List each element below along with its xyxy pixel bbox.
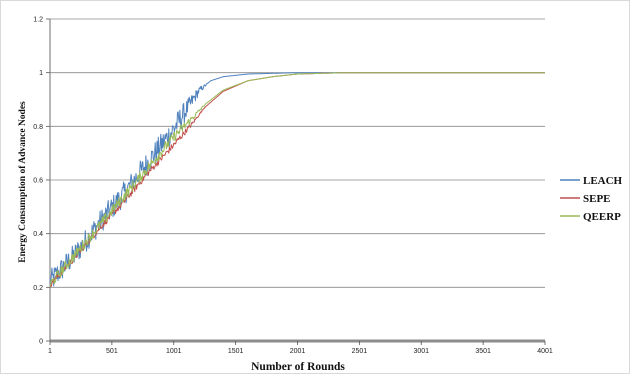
x-tick-label: 1 [48, 348, 52, 355]
x-tick-label: 3001 [413, 348, 429, 355]
y-tick-label: 0.6 [33, 178, 43, 185]
legend-label-qeerp: QEERP [583, 211, 621, 223]
legend: LEACH SEPE QEERP [560, 175, 623, 223]
x-tick-label: 2001 [290, 348, 306, 355]
y-tick-label: 0.4 [33, 231, 43, 238]
y-tick-label: 1.2 [33, 17, 43, 24]
y-tick-label: 0.8 [33, 124, 43, 131]
x-axis: 1 501 1001 1501 2001 2501 3001 3501 4001 [48, 339, 553, 355]
series-line-qeerp [49, 72, 545, 287]
y-tick-label: 0 [39, 339, 43, 346]
legend-label-sepe: SEPE [583, 193, 611, 205]
series-lines [49, 72, 545, 288]
legend-label-leach: LEACH [583, 175, 623, 187]
gridlines [50, 18, 545, 288]
x-tick-label: 1501 [228, 348, 244, 355]
series-line-leach [49, 72, 545, 287]
x-axis-title: Number of Rounds [251, 361, 345, 373]
x-tick-label: 1001 [166, 348, 182, 355]
x-tick-label: 501 [106, 348, 118, 355]
y-tick-label: 1 [39, 70, 43, 77]
x-tick-label: 3501 [475, 348, 491, 355]
y-axis: 0 0.2 0.4 0.6 0.8 1 1.2 [33, 17, 51, 346]
y-tick-label: 0.2 [33, 285, 43, 292]
y-axis-title: Energy Consumption of Advance Nodes [18, 101, 28, 263]
x-tick-label: 4001 [537, 348, 553, 355]
x-tick-label: 2501 [352, 348, 368, 355]
